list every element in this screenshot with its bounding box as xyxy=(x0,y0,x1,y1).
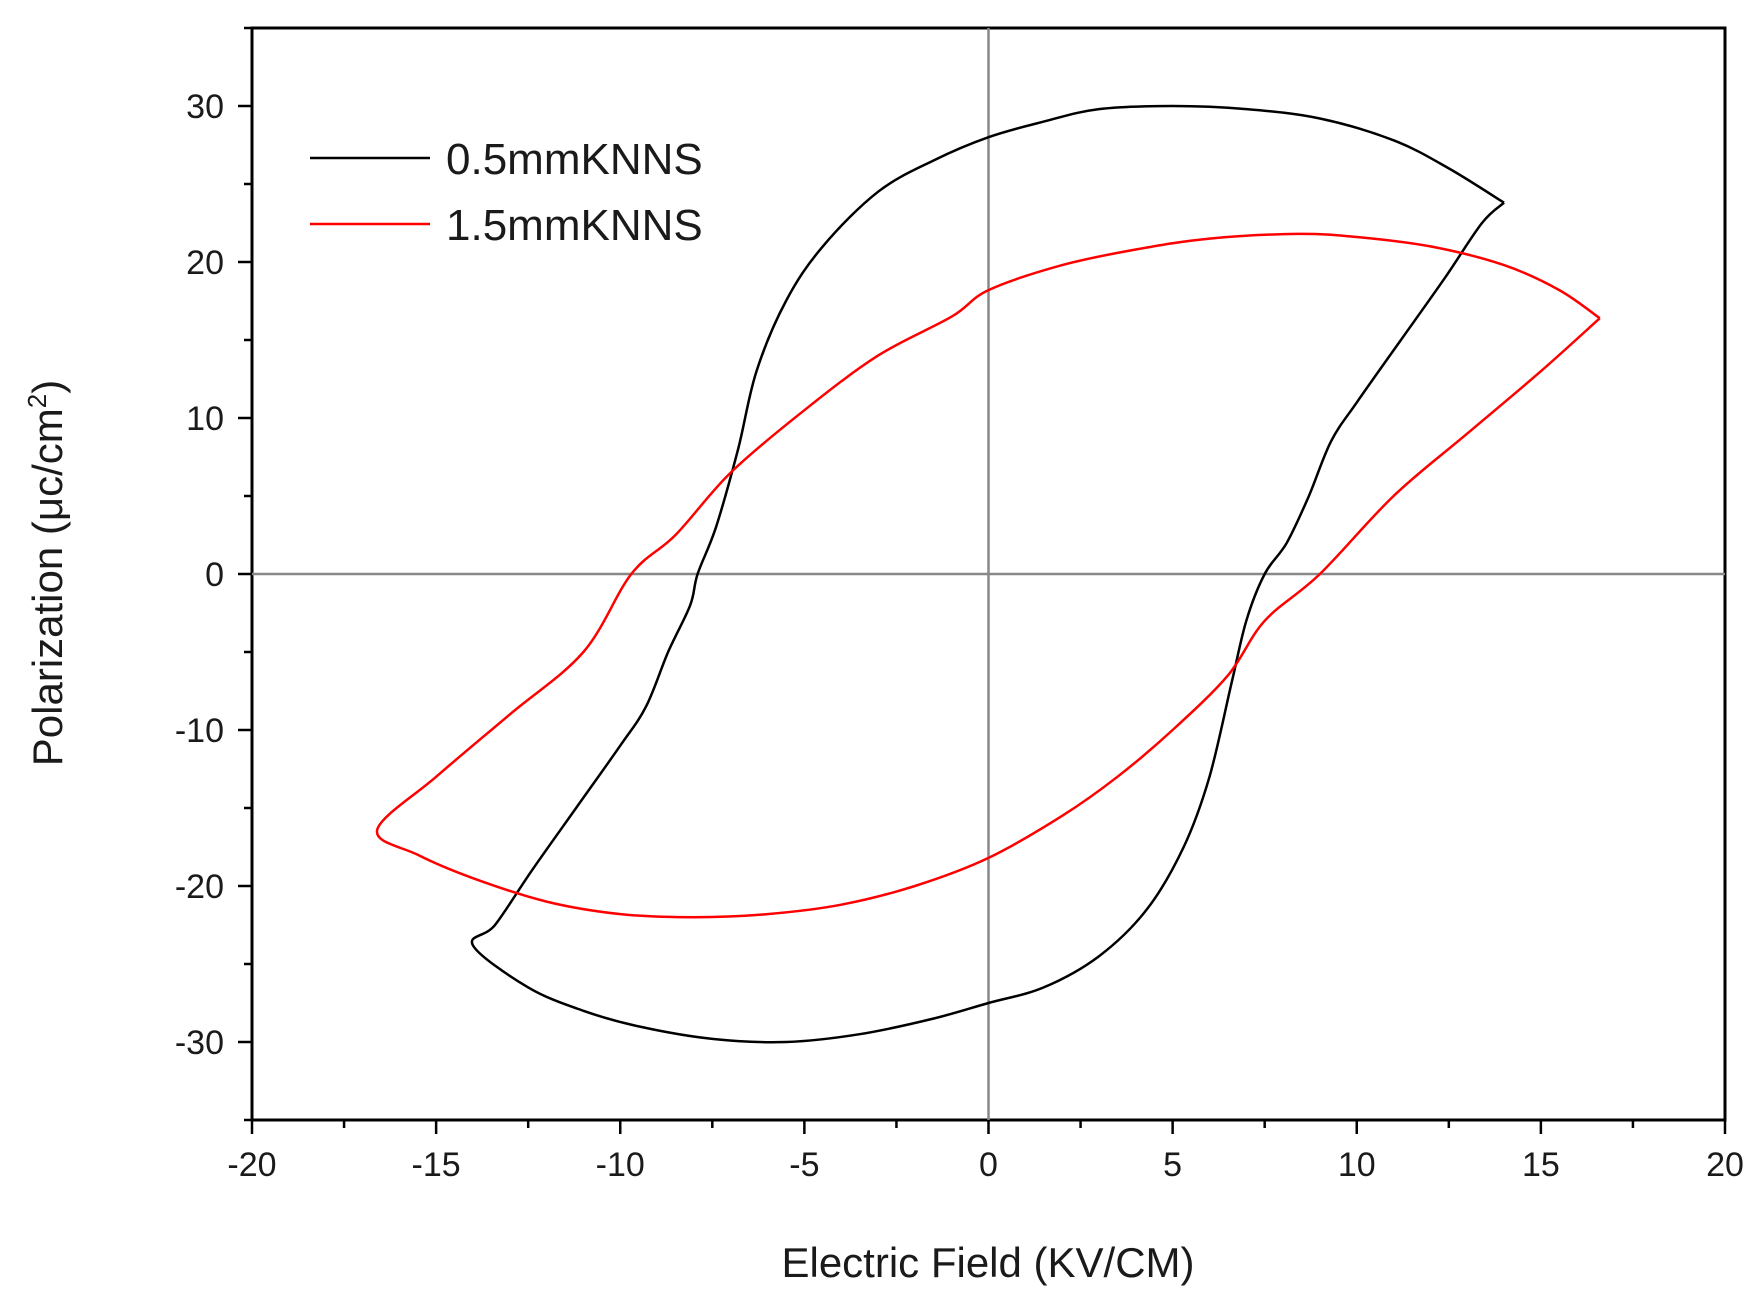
legend: 0.5mmKNNS 1.5mmKNNS xyxy=(310,135,703,250)
y-axis-title-sup: 2 xyxy=(22,394,52,408)
series-line-0 xyxy=(470,104,1505,1044)
series-line-1 xyxy=(375,232,1601,919)
y-axis-ticks: -30 -20 -10 0 10 20 30 xyxy=(175,26,252,1122)
x-tick-label: 10 xyxy=(1338,1146,1376,1184)
x-tick-label: -10 xyxy=(596,1146,645,1184)
x-axis-ticks: -20 -15 -10 -5 0 5 10 15 20 xyxy=(227,1120,1744,1184)
x-tick-label: 5 xyxy=(1163,1146,1182,1184)
y-tick-label: 10 xyxy=(186,400,224,438)
y-axis-title-close: ) xyxy=(24,380,71,394)
x-tick-label: 0 xyxy=(979,1146,998,1184)
x-tick-label: -20 xyxy=(227,1146,276,1184)
zero-lines xyxy=(252,28,1725,1120)
legend-label-0: 0.5mmKNNS xyxy=(446,135,703,184)
y-tick-label: 30 xyxy=(186,88,224,126)
x-tick-label: -5 xyxy=(789,1146,819,1184)
y-tick-label: -10 xyxy=(175,712,224,750)
y-tick-label: 0 xyxy=(205,556,224,594)
x-tick-label: -15 xyxy=(412,1146,461,1184)
y-axis-title-main: Polarization (μc/cm xyxy=(24,408,71,766)
series-layer xyxy=(375,104,1601,1044)
y-tick-label: -20 xyxy=(175,868,224,906)
legend-label-1: 1.5mmKNNS xyxy=(446,201,703,250)
x-axis-title: Electric Field (KV/CM) xyxy=(781,1239,1194,1286)
y-tick-label: -30 xyxy=(175,1024,224,1062)
y-axis-title: Polarization (μc/cm2) xyxy=(22,380,71,766)
x-tick-label: 20 xyxy=(1706,1146,1744,1184)
y-tick-label: 20 xyxy=(186,244,224,282)
x-tick-label: 15 xyxy=(1522,1146,1560,1184)
